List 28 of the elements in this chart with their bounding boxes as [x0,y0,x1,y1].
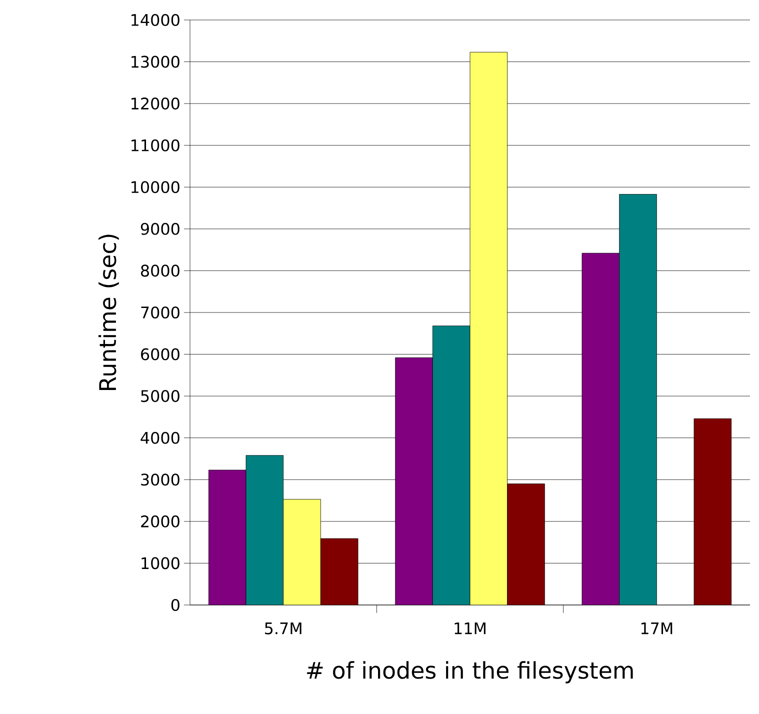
y-tick-label: 13000 [132,56,180,68]
y-tick-label: 5000 [141,390,180,402]
bar [470,52,508,605]
y-tick-label: 6000 [141,348,180,360]
y-tick-label: 12000 [132,98,180,110]
x-tick-label: 11M [454,622,486,634]
bar [246,455,284,605]
y-tick-label: 4000 [140,432,180,444]
bar [619,194,657,605]
bar [432,326,470,605]
x-tick-label: 17M [641,622,672,634]
y-tick-label: 7000 [141,306,180,319]
y-tick-label: 1000 [142,557,180,570]
bar [208,470,246,605]
y-tick-label: 10000 [132,181,180,194]
y-tick-label: 8000 [141,264,180,277]
y-tick-label: 3000 [141,474,180,486]
bar [395,357,433,605]
x-axis-title: # of inodes in the filesystem [307,661,633,684]
y-tick-label: 2000 [141,515,180,528]
y-tick-label: 9000 [140,222,180,235]
bar [283,499,321,605]
bar [582,252,620,605]
y-tick-label: 11000 [132,139,180,152]
y-tick-label: 0 [171,598,180,612]
x-tick-label: 5.7M [265,622,302,634]
y-tick-label: 14000 [132,14,180,26]
y-axis-title: Runtime (sec) [98,234,119,390]
